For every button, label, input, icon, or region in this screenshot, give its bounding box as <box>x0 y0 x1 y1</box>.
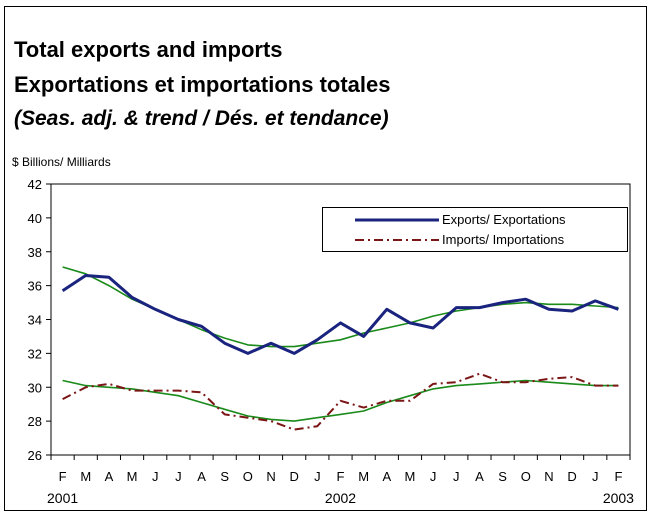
x-tick-label: F <box>59 469 67 484</box>
chart-title-french: Exportations et importations totales <box>14 72 391 97</box>
x-tick-label: A <box>382 469 391 484</box>
x-tick-label: M <box>127 469 138 484</box>
x-tick-label: J <box>430 469 437 484</box>
y-tick-label: 28 <box>28 414 42 429</box>
x-year-label: 2003 <box>603 490 634 506</box>
x-tick-label: N <box>544 469 553 484</box>
imports-trend-line <box>62 379 619 422</box>
y-tick-label: 36 <box>28 279 42 294</box>
x-tick-label: O <box>243 469 253 484</box>
y-tick-label: 26 <box>28 448 42 463</box>
x-tick-label: J <box>175 469 182 484</box>
imports-line <box>62 372 619 431</box>
x-tick-label: O <box>521 469 531 484</box>
legend: Exports/ Exportations Imports/ Importati… <box>322 207 628 252</box>
legend-swatch-exports <box>355 218 439 222</box>
chart-title-english: Total exports and imports <box>14 37 283 62</box>
legend-label-imports: Imports/ Importations <box>442 232 565 247</box>
x-tick-label: N <box>266 469 275 484</box>
x-year-label: 2001 <box>47 490 78 506</box>
x-tick-label: J <box>453 469 460 484</box>
x-tick-label: M <box>80 469 91 484</box>
y-tick-label: 32 <box>28 346 42 361</box>
x-tick-label: J <box>152 469 159 484</box>
chart-frame <box>4 6 647 511</box>
y-tick-label: 34 <box>28 313 42 328</box>
legend-swatch-imports <box>355 239 439 241</box>
exports-line <box>61 274 619 355</box>
y-tick-label: 38 <box>28 245 42 260</box>
x-tick-label: M <box>358 469 369 484</box>
x-tick-label: A <box>105 469 114 484</box>
x-tick-label: J <box>592 469 599 484</box>
x-tick-label: M <box>405 469 416 484</box>
legend-label-exports: Exports/ Exportations <box>442 212 566 227</box>
y-tick-label: 30 <box>28 380 42 395</box>
exports-trend-line <box>62 266 619 348</box>
legend-item-imports: Imports/ Importations <box>323 230 627 250</box>
x-tick-label: S <box>220 469 229 484</box>
x-tick-label: D <box>289 469 298 484</box>
x-tick-label: A <box>197 469 206 484</box>
y-tick-label: 42 <box>28 177 42 192</box>
y-axis-unit-label: $ Billions/ Milliards <box>12 155 111 169</box>
x-year-label: 2002 <box>325 490 356 506</box>
chart-subtitle: (Seas. adj. & trend / Dés. et tendance) <box>14 107 389 130</box>
x-tick-label: D <box>567 469 576 484</box>
x-tick-label: A <box>475 469 484 484</box>
y-tick-label: 40 <box>28 211 42 226</box>
x-tick-label: S <box>498 469 507 484</box>
x-tick-label: F <box>614 469 622 484</box>
x-tick-label: F <box>337 469 345 484</box>
x-tick-label: J <box>314 469 321 484</box>
legend-item-exports: Exports/ Exportations <box>323 210 627 230</box>
